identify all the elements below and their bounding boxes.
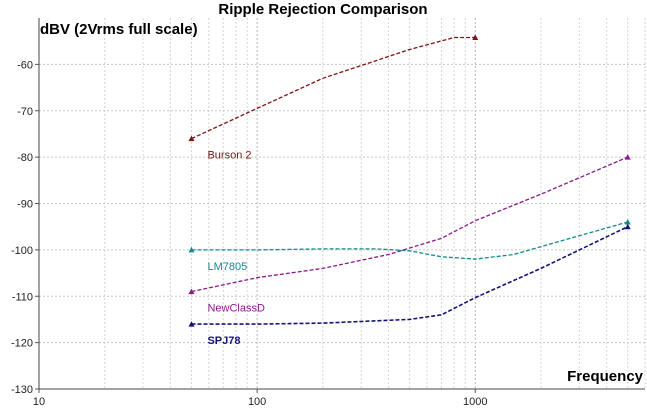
series-label-newclassd: NewClassD [207,303,265,315]
series-point-lm7805 [624,219,631,225]
series-label-lm7805: LM7805 [207,261,247,273]
series-line-spj78 [191,225,629,325]
y-tick-label: -110 [12,291,33,303]
axes [35,18,645,393]
series-point-lm7805 [188,246,195,253]
y-tick-label: -90 [17,199,33,211]
x-tick-label: 1000 [463,396,487,408]
x-axis-title: Frequency [567,368,644,385]
y-tick-label: -80 [17,152,33,164]
x-tick-label: 100 [248,396,266,408]
series-point-newclassd [624,154,631,160]
series-point-burson-2 [188,135,195,142]
series-point-spj78 [624,223,631,230]
series-line-newclassd [191,156,628,293]
series-point-newclassd [188,288,195,295]
y-tick-label: -70 [17,106,33,118]
y-tick-label: -130 [11,384,33,396]
series-point-spj78 [188,321,195,327]
y-axis-title: dBV (2Vrms full scale) [40,21,198,38]
series-labels: Burson 2 LM7805 NewClassD SPJ78 [207,150,265,348]
series-label-burson-2: Burson 2 [207,150,251,162]
chart-title: Ripple Rejection Comparison [218,1,427,18]
series-point-burson-2 [472,34,479,40]
series-label-spj78: SPJ78 [207,335,240,347]
y-tick-label: -100 [11,245,33,257]
y-tick-label: -120 [11,338,33,350]
series-line-lm7805 [191,221,628,260]
grid-lines [38,18,646,389]
y-tick-label: -60 [17,59,33,71]
x-tick-label: 10 [33,396,45,408]
series-line-burson-2 [191,36,476,140]
data-series [188,34,631,327]
